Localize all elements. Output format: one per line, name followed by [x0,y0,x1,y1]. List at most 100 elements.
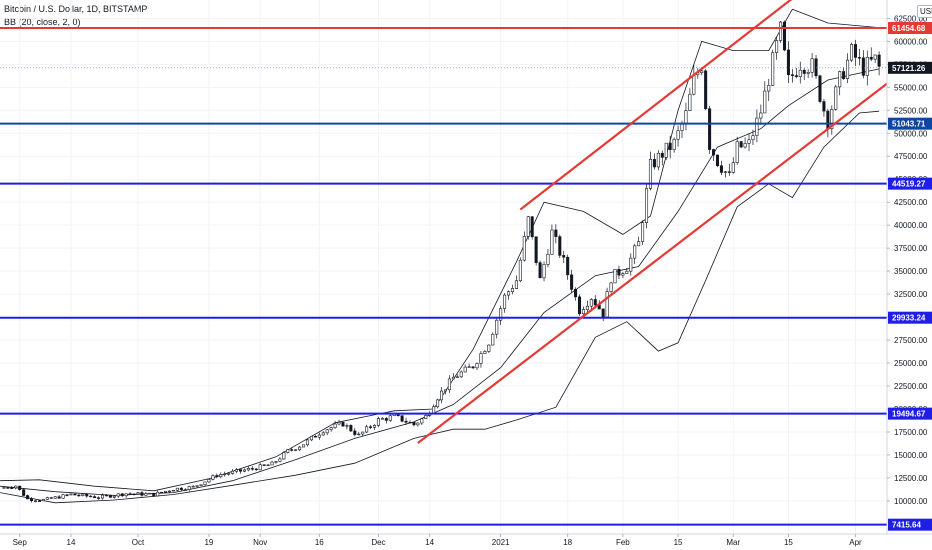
candle-body [309,435,313,441]
candle-body [345,425,349,427]
candle-body [376,418,380,426]
price-badge-label: 61454.68 [892,24,926,33]
candle [625,268,629,274]
candle-body [471,366,475,369]
candle-body [250,468,254,470]
candle-body [451,376,455,380]
time-tick-label: 15 [784,538,793,547]
candle-body [144,493,148,496]
candle [503,292,507,313]
candle-body [167,490,172,493]
candle [164,490,168,494]
candle-body [108,495,112,498]
candle [514,275,518,290]
trend-channel[interactable] [417,0,888,444]
candle-body [195,485,199,487]
candle [668,135,672,159]
candle-body [786,49,790,75]
candle-body [337,422,341,425]
candle [329,426,333,432]
candle [621,271,625,279]
candle-body [581,309,585,315]
candle [877,51,881,76]
candle [305,438,310,447]
candle-body [447,378,451,391]
candle-body [432,406,436,414]
price-badge-label: 51043.71 [892,120,926,129]
price-tick-label: 25000.00 [894,359,928,368]
candle [704,69,708,111]
candle [97,496,101,500]
candle [286,449,290,454]
price-tick-label: 42500.00 [894,198,928,207]
candle-body [227,473,231,475]
candle [10,485,14,490]
candle-body [719,165,723,173]
candle-body [676,130,680,140]
candle-body [849,44,854,61]
candle-body [85,493,89,497]
candle [849,42,854,63]
candle [317,432,321,440]
currency-label[interactable]: USD [917,5,932,18]
candle-body [562,255,566,258]
candle-body [341,422,345,427]
candle [179,487,183,491]
candle [495,318,499,339]
candle [838,70,842,96]
candle-body [806,71,810,74]
candle [483,349,487,354]
candle-body [475,363,479,369]
candle-body [873,54,877,60]
price-badge: 29933.24 [888,311,932,324]
candle [550,224,554,255]
candle [491,332,495,346]
price-badge-background [888,407,932,420]
candle [830,105,834,135]
trend-channel-lower-line[interactable] [417,82,888,444]
candle [120,493,124,497]
candle-body [798,69,802,77]
candle [526,215,530,240]
candle-body [156,491,160,497]
candle-body [191,486,195,488]
time-axis[interactable]: Sep 14 Oct 19 Nov 16 Dec 14 2021 18 Feb 15 Mar 15 Apr [13,534,862,547]
candle-body [120,493,124,497]
bollinger-basis-line [0,68,880,496]
candle-body [416,422,420,426]
candle [676,125,680,147]
candle [609,281,613,294]
time-tick-label: 2021 [492,538,510,547]
candle-body [601,308,605,318]
price-tick-label: 15000.00 [894,451,928,460]
time-tick-label: Sep [13,538,28,547]
candle [199,484,203,487]
candle-body [100,494,105,499]
candle-body [404,420,408,423]
candle-body [282,452,286,460]
candle-body [495,319,499,335]
candle-body [57,496,61,499]
candle-body [574,289,578,298]
candle [148,492,152,495]
candle [629,253,633,276]
symbol-title: Bitcoin / U.S. Dollar, 1D, BITSTAMP [4,4,148,14]
time-tick-label: Apr [849,538,862,547]
horizontal-levels[interactable] [0,26,887,526]
price-tick-label: 32500.00 [894,290,928,299]
candle [440,387,444,404]
candle [100,493,105,500]
candle-body [6,487,10,489]
candle [73,493,77,496]
candle [467,363,471,368]
time-tick-label: 14 [425,538,434,547]
grid [0,0,887,534]
candle-body [731,162,735,173]
time-tick-label: Oct [132,538,145,547]
price-badge-label: 29933.24 [892,314,926,323]
candle-body [388,415,392,421]
trend-channel-upper-line[interactable] [519,0,796,211]
candle-body [566,256,570,276]
candle [459,370,463,379]
